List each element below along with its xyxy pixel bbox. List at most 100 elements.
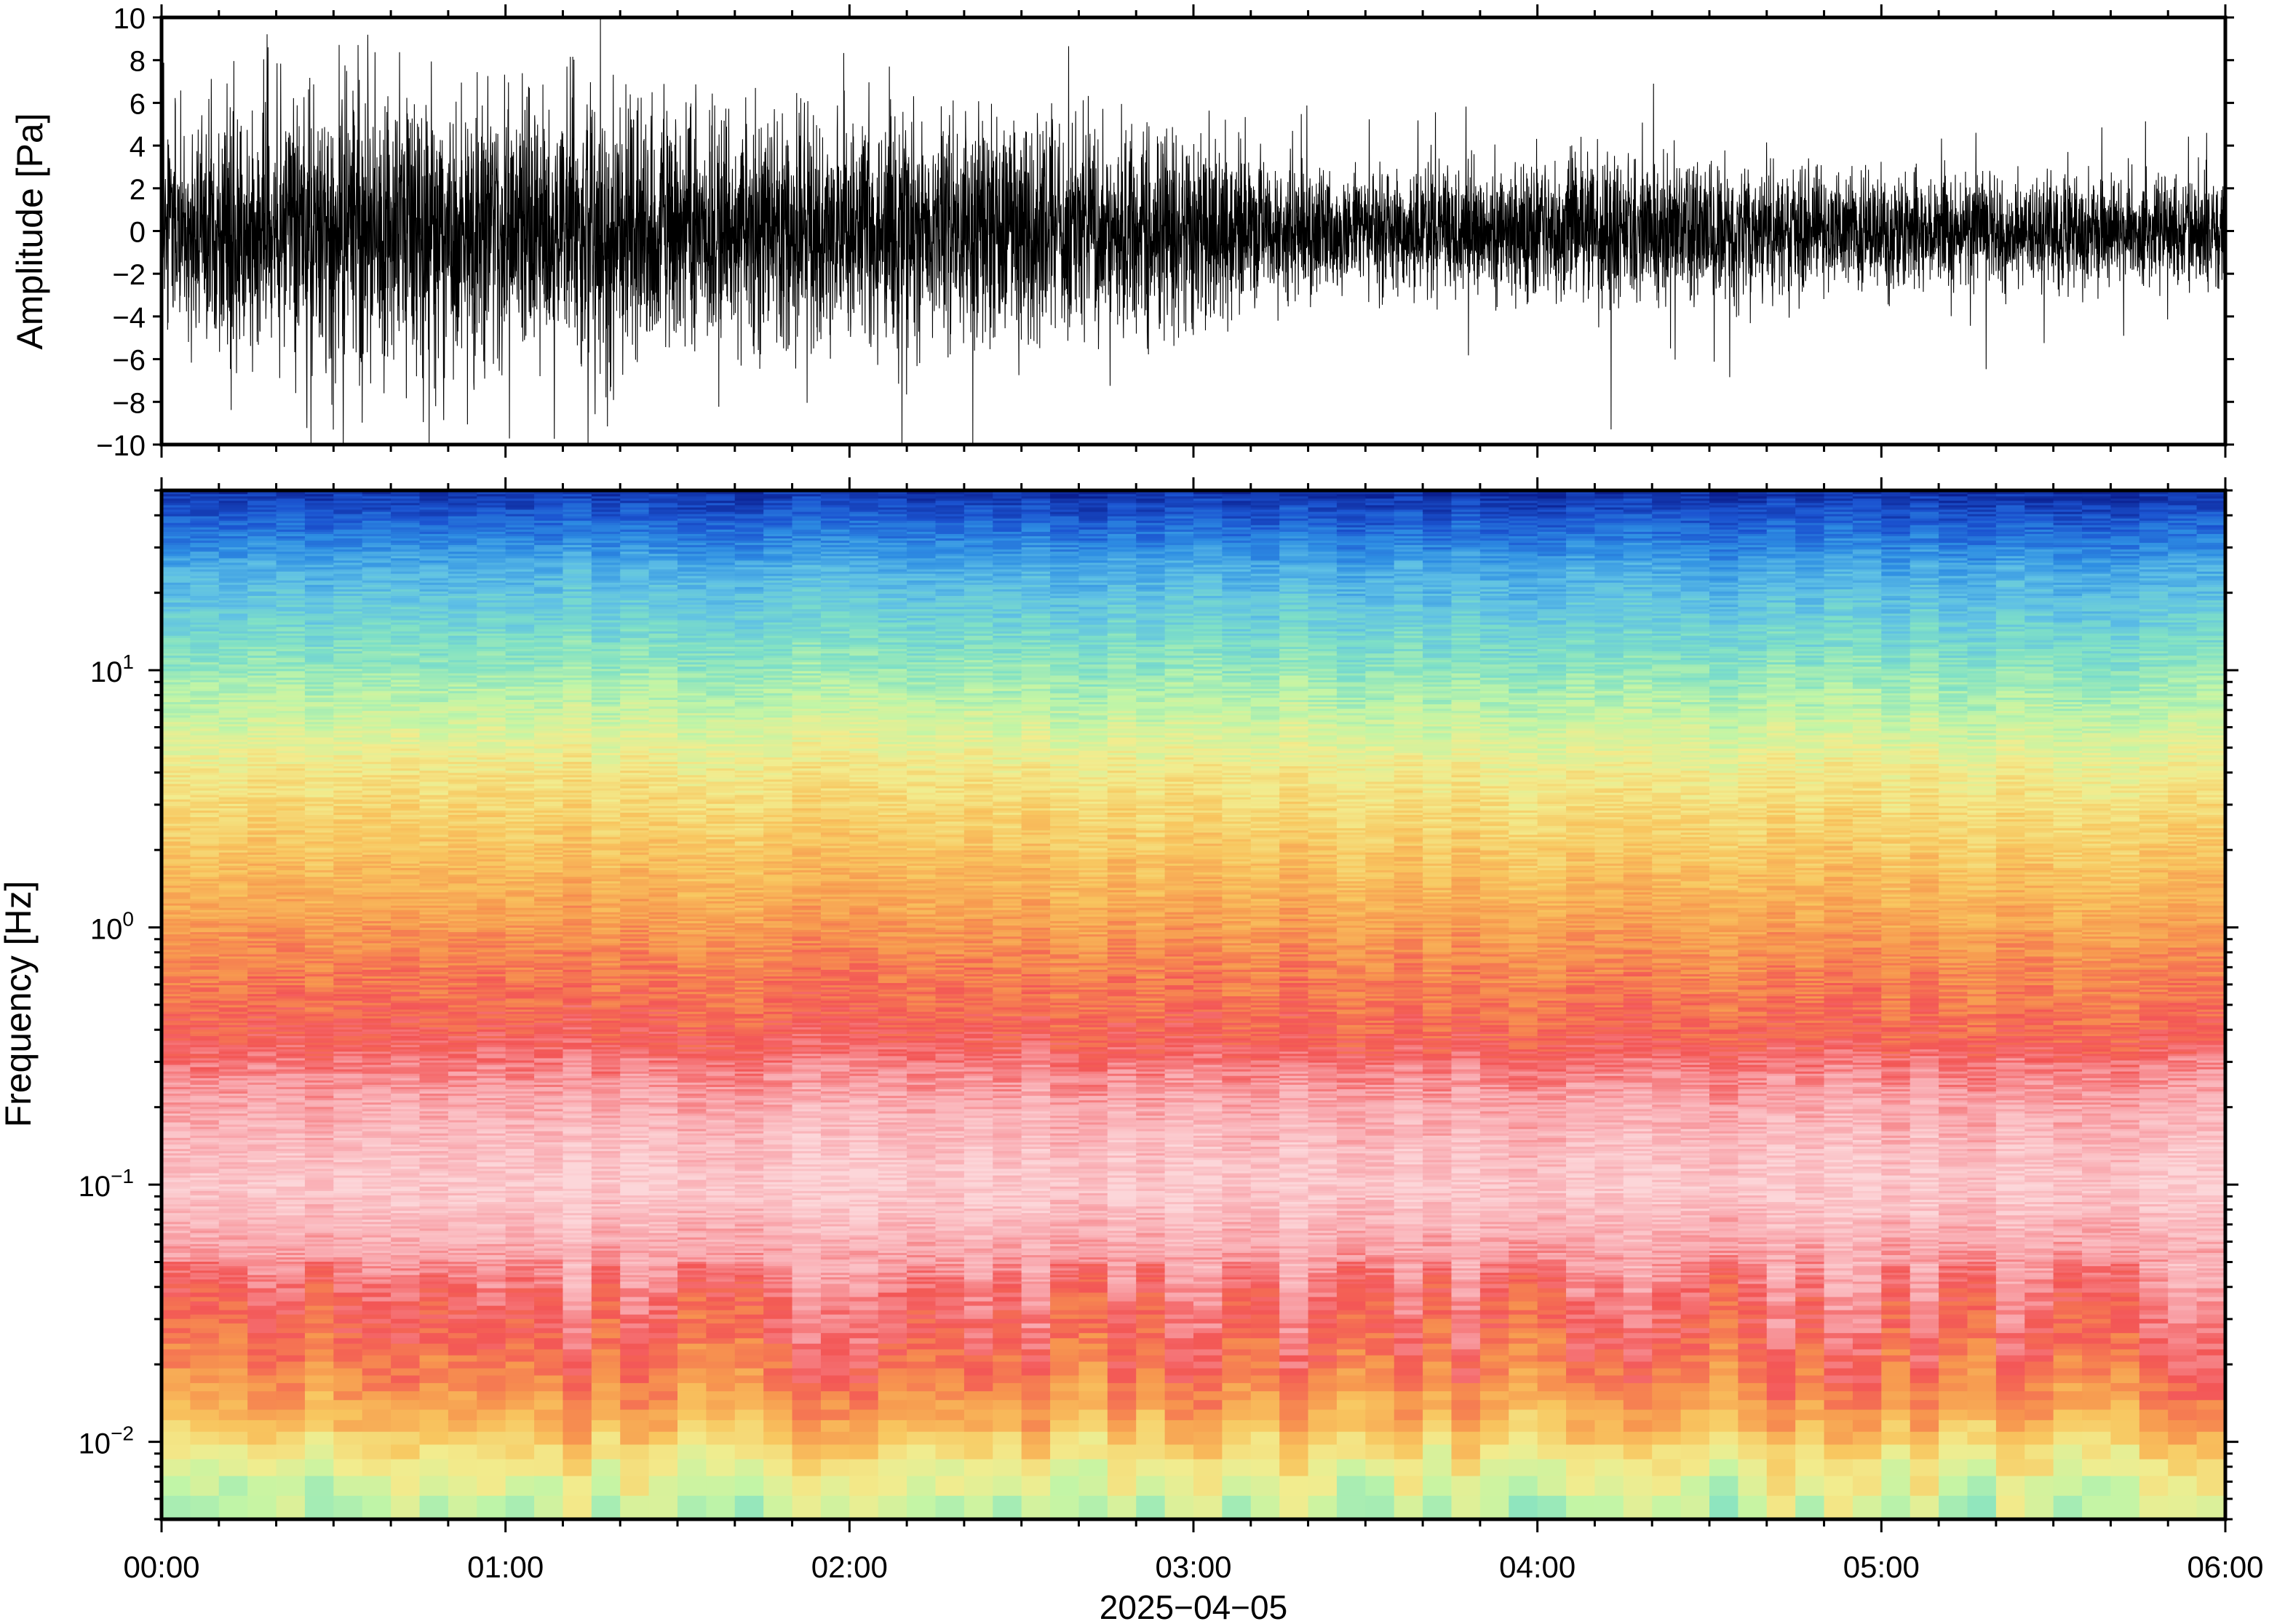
- spectrogram-cell: [277, 1310, 306, 1315]
- spectrogram-cell: [391, 1349, 420, 1356]
- spectrogram-cell: [190, 1288, 219, 1293]
- spectrogram-cell: [477, 1399, 506, 1409]
- spectrogram-cell: [247, 1288, 277, 1293]
- spectrogram-cell: [247, 1301, 277, 1306]
- spectrogram-cell: [162, 1328, 191, 1334]
- spectrogram-cell: [277, 1328, 306, 1334]
- spectrogram-cell: [162, 1355, 191, 1361]
- spectrogram-cell: [362, 1409, 392, 1420]
- spectrogram-cell: [247, 1314, 277, 1319]
- spectrogram-cell: [391, 1409, 420, 1420]
- spectrogram-cell: [391, 1288, 420, 1293]
- spectrogram-cell: [277, 1431, 306, 1445]
- spectrogram-cell: [247, 1431, 277, 1445]
- spectrogram-cell: [277, 1375, 306, 1383]
- spectrogram-cell: [190, 1305, 219, 1310]
- spectrogram-cell: [506, 1390, 535, 1400]
- spectrogram-cell: [391, 1310, 420, 1315]
- spectrogram-cell: [448, 1314, 477, 1319]
- spectrogram-cell: [506, 1355, 535, 1361]
- spectrogram-cell: [477, 1288, 506, 1293]
- spectrogram-cell: [219, 1301, 248, 1306]
- spectrogram-cell: [277, 1368, 306, 1376]
- spectrogram-cell: [448, 1459, 477, 1476]
- spectrogram-cell: [506, 1459, 535, 1476]
- spectrogram-cell: [391, 1444, 420, 1460]
- spectrogram-cell: [219, 1310, 248, 1315]
- spectrogram-cell: [362, 1323, 392, 1328]
- spectrogram-cell: [162, 1323, 191, 1328]
- spectrogram-cell: [219, 1349, 248, 1356]
- waveform-ytick-label: −2: [112, 259, 146, 291]
- spectrogram-cell: [247, 1349, 277, 1356]
- spectrogram-cell: [247, 1310, 277, 1315]
- spectrogram-cell: [362, 1375, 392, 1383]
- spectrogram-cell: [305, 1323, 334, 1328]
- spectrogram-cell: [190, 1292, 219, 1297]
- spectrogram-cell: [448, 1328, 477, 1334]
- spectrogram-cell: [477, 1337, 506, 1343]
- spectrogram-cell: [247, 1476, 277, 1496]
- spectrogram-cell: [333, 1318, 362, 1324]
- spectrogram-cell: [391, 1431, 420, 1445]
- spectrogram-cell: [362, 1495, 392, 1520]
- spectrogram-cell: [362, 1382, 392, 1391]
- spectrogram-cell: [420, 1337, 449, 1343]
- spectrogram-cell: [247, 1318, 277, 1324]
- spectrogram-cell: [190, 1310, 219, 1315]
- spectrogram-cell: [506, 1314, 535, 1319]
- spectrogram-cell: [448, 1431, 477, 1445]
- spectrogram-cell: [162, 1382, 191, 1391]
- spectrogram-cell: [420, 1459, 449, 1476]
- spectrogram-cell: [162, 1283, 191, 1289]
- spectrogram-cell: [190, 1301, 219, 1306]
- spectrogram-cell: [477, 1292, 506, 1297]
- spectrogram-cell: [477, 1495, 506, 1520]
- spectrogram-cell: [420, 1318, 449, 1324]
- spectrogram-cell: [305, 1337, 334, 1343]
- spectrogram-cell: [190, 1343, 219, 1350]
- spectrogram-cell: [506, 1332, 535, 1338]
- spectrogram-cell: [506, 1375, 535, 1383]
- spectrogram-cell: [190, 1382, 219, 1391]
- spectrogram-cell: [420, 1420, 449, 1432]
- spectrogram-cell: [219, 1297, 248, 1302]
- spectrogram-cell: [448, 1301, 477, 1306]
- spectrogram-cell: [420, 1288, 449, 1293]
- spectrogram-cell: [305, 1318, 334, 1324]
- waveform-ytick-label: 8: [130, 46, 146, 78]
- spectrogram-cell: [391, 1297, 420, 1302]
- spectrogram-cell: [391, 1361, 420, 1369]
- spectrogram-cell: [420, 1314, 449, 1319]
- spectrogram-cell: [219, 1399, 248, 1409]
- spectrogram-cell: [448, 1390, 477, 1400]
- spectrogram-cell: [305, 1305, 334, 1310]
- spectrogram-cell: [333, 1459, 362, 1476]
- spectrogram-cell: [247, 1305, 277, 1310]
- spectrogram-cell: [333, 1314, 362, 1319]
- spectrogram-cell: [362, 1328, 392, 1334]
- spectrogram-cell: [391, 1390, 420, 1400]
- spectrogram-cell: [305, 1297, 334, 1302]
- spectrogram-cell: [305, 1495, 334, 1520]
- spectrogram-cell: [333, 1409, 362, 1420]
- spectrogram-cell: [162, 1301, 191, 1306]
- spectrogram-cell: [219, 1390, 248, 1400]
- spectrogram-cell: [247, 1495, 277, 1520]
- spectrogram-cell: [420, 1328, 449, 1334]
- spectrogram-cell: [277, 1476, 306, 1496]
- spectrogram-cell: [333, 1328, 362, 1334]
- spectrogram-cell: [190, 1361, 219, 1369]
- spectrogram-cell: [190, 1355, 219, 1361]
- spectrogram-cell: [219, 1431, 248, 1445]
- spectrogram-cell: [448, 1283, 477, 1289]
- spectrogram-cell: [506, 1361, 535, 1369]
- spectrogram-cell: [477, 1431, 506, 1445]
- spectrogram-cell: [477, 1332, 506, 1338]
- spectrogram-cell: [219, 1292, 248, 1297]
- spectrogram-cell: [391, 1301, 420, 1306]
- spectrogram-cell: [190, 1476, 219, 1496]
- spectrogram-cell: [420, 1301, 449, 1306]
- spectrogram-cell: [247, 1355, 277, 1361]
- waveform-ytick-label: −4: [112, 302, 146, 334]
